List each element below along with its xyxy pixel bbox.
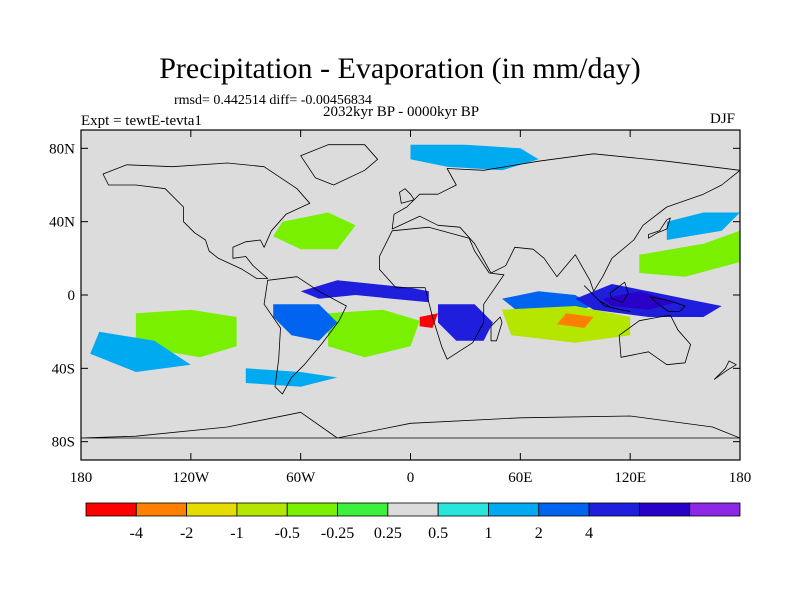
coastline-new-guinea	[649, 296, 686, 312]
lat-tick-label: 0	[68, 288, 76, 304]
coastline-australia	[618, 314, 691, 366]
region-south-america-wet	[273, 304, 338, 341]
lon-tick-label: 120E	[614, 470, 646, 486]
colorbar-label: 2	[535, 525, 543, 542]
region-africa-south	[438, 304, 493, 341]
colorbar-swatch	[337, 502, 389, 517]
lat-tick-label: 40N	[49, 215, 75, 231]
coastline-eurasia	[391, 153, 740, 292]
map-axes: 80N 40N 0 40S 80S 180 120W 60W 0 60E 120E 180	[49, 130, 751, 486]
lat-tick-label: 80N	[49, 141, 75, 157]
lat-tick-label: 40S	[52, 361, 75, 377]
region-maritime-core	[602, 291, 676, 310]
coastline-africa	[378, 226, 505, 360]
colorbar-swatch	[236, 502, 288, 517]
region-north-atlantic-dry	[273, 212, 356, 250]
coastline-new-zealand	[714, 360, 737, 380]
coastline-greenland	[300, 144, 379, 186]
colorbar-label: 0.25	[374, 525, 402, 542]
coastline-south-america	[263, 276, 347, 395]
colorbar-label: 4	[585, 525, 593, 542]
colorbar-swatch	[186, 502, 238, 517]
colorbar-label: -0.5	[275, 525, 300, 542]
colorbar-swatch	[638, 502, 691, 517]
lon-tick-label: 60W	[286, 470, 316, 486]
region-africa-dry-core	[419, 313, 438, 328]
coastline-antarctica	[81, 411, 740, 439]
coastline-borneo-newguinea	[609, 281, 629, 303]
region-south-atlantic-dry	[328, 309, 420, 358]
colorbar-swatch	[85, 502, 137, 517]
lon-tick-label: 180	[729, 470, 752, 486]
lon-tick-label: 0	[407, 470, 415, 486]
lon-tick-label: 180	[70, 470, 93, 486]
coastline-indonesia	[584, 285, 631, 312]
region-atlantic-itcz	[300, 280, 429, 303]
colorbar: -4 -2 -1 -0.5 -0.25 0.25 0.5 1 2 4	[85, 502, 741, 542]
colorbar-swatch	[437, 502, 489, 517]
coastlines	[81, 144, 740, 439]
colorbar-swatch	[387, 502, 439, 517]
region-west-pacific-wet	[666, 212, 740, 240]
coastline-madagascar	[490, 316, 503, 342]
lat-tick-label: 80S	[52, 435, 75, 451]
colorbar-swatch	[689, 502, 741, 517]
colorbar-swatch	[538, 502, 590, 517]
region-north-pacific-dry	[639, 230, 740, 277]
coastline-north-america	[102, 162, 311, 279]
coastline-uk	[399, 188, 415, 204]
plot-title: Precipitation - Evaporation (in mm/day)	[159, 52, 641, 85]
period-label: 2032kyr BP - 0000kyr BP	[323, 104, 480, 120]
region-south-indian-dry-core	[556, 313, 594, 328]
colorbar-label: -2	[180, 525, 193, 542]
colorbar-swatch	[135, 502, 188, 517]
colorbar-label: -0.25	[321, 525, 354, 542]
field-regions	[90, 144, 740, 387]
colorbar-label: -4	[130, 525, 143, 542]
colorbar-label: 1	[484, 525, 492, 542]
colorbar-swatch	[588, 502, 640, 517]
coastline-japan	[648, 217, 671, 239]
experiment-label: Expt = tewtE-tevta1	[81, 113, 202, 129]
colorbar-label: -1	[230, 525, 243, 542]
colorbar-swatch	[488, 502, 540, 517]
region-south-pacific-wet	[90, 331, 191, 372]
colorbar-label: 0.5	[428, 525, 448, 542]
lon-tick-label: 60E	[508, 470, 532, 486]
colorbar-swatch	[286, 502, 338, 517]
map-area	[80, 129, 741, 461]
rmsd-diff-stats: rmsd= 0.442514 diff= -0.00456834	[174, 93, 372, 108]
region-arctic-siberia-edge	[410, 144, 539, 171]
season-label: DJF	[710, 111, 736, 127]
lon-tick-label: 120W	[172, 470, 210, 486]
